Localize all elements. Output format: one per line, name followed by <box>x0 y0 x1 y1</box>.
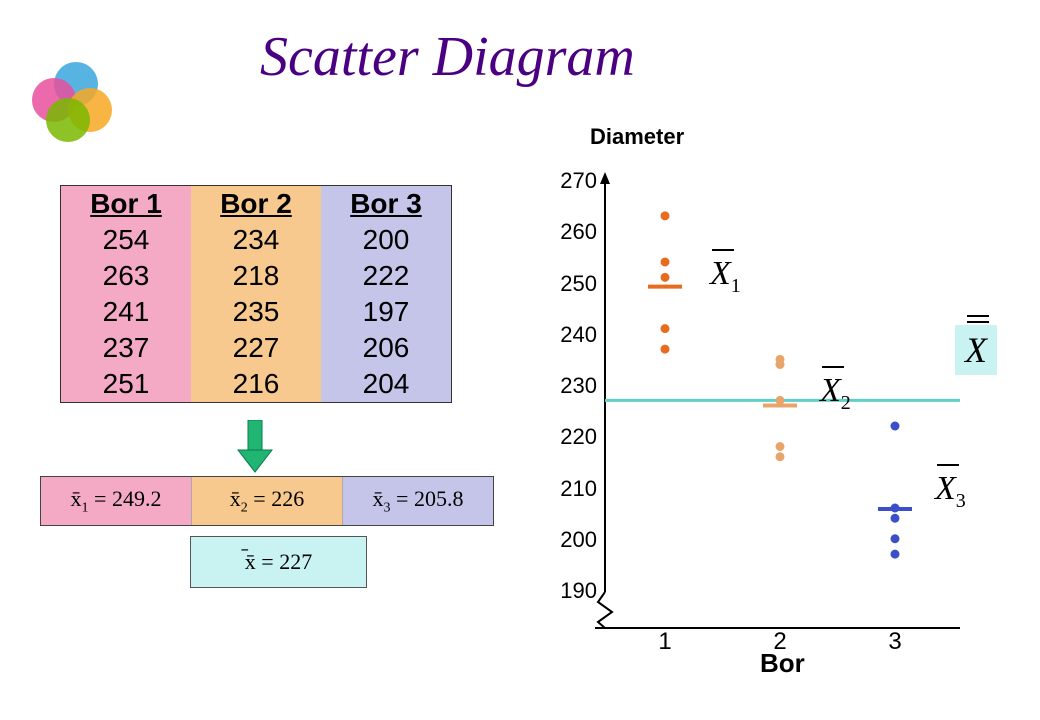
y-tick-label: 260 <box>552 219 597 245</box>
chart-svg <box>550 150 1010 660</box>
mean-label: x̄1 = 249.2 <box>71 486 162 516</box>
series-mean-label: X1 <box>710 255 741 298</box>
logo-circles <box>30 60 130 155</box>
cell: 197 <box>321 294 451 330</box>
data-column-3: Bor 3 200 222 197 206 204 <box>321 186 451 402</box>
column-header: Bor 1 <box>61 186 191 222</box>
cell: 235 <box>191 294 321 330</box>
data-column-1: Bor 1 254 263 241 237 251 <box>61 186 191 402</box>
cell: 241 <box>61 294 191 330</box>
cell: 204 <box>321 366 451 402</box>
cell: 251 <box>61 366 191 402</box>
cell: 206 <box>321 330 451 366</box>
mean-box-3: x̄3 = 205.8 <box>343 477 493 525</box>
mean-row: x̄1 = 249.2 x̄2 = 226 x̄3 = 205.8 <box>40 476 494 526</box>
cell: 263 <box>61 258 191 294</box>
cell: 234 <box>191 222 321 258</box>
grand-mean-box: x̄̄ = 227 <box>190 536 367 588</box>
y-tick-label: 240 <box>552 322 597 348</box>
series-mean-label: X3 <box>935 470 966 513</box>
mean-label: x̄3 = 205.8 <box>373 486 464 516</box>
cell: 237 <box>61 330 191 366</box>
y-tick-label: 210 <box>552 476 597 502</box>
cell: 216 <box>191 366 321 402</box>
scatter-chart: Diameter Bor 270260250240230220210200190… <box>550 150 1010 660</box>
y-tick-label: 190 <box>552 578 597 604</box>
data-table: Bor 1 254 263 241 237 251 Bor 2 234 218 … <box>60 185 452 403</box>
x-tick-label: 2 <box>765 628 795 656</box>
y-tick-label: 200 <box>552 527 597 553</box>
cell: 254 <box>61 222 191 258</box>
series-mean-label: X2 <box>820 372 851 415</box>
grand-xbar-symbol: X <box>955 325 997 375</box>
cell: 222 <box>321 258 451 294</box>
page-title: Scatter Diagram <box>260 25 635 89</box>
y-tick-label: 270 <box>552 168 597 194</box>
mean-label: x̄2 = 226 <box>230 486 304 516</box>
grand-mean-label: x̄̄ = 227 <box>245 549 312 575</box>
y-axis-title: Diameter <box>590 124 684 150</box>
y-tick-label: 220 <box>552 424 597 450</box>
y-tick-label: 250 <box>552 271 597 297</box>
cell: 200 <box>321 222 451 258</box>
mean-box-2: x̄2 = 226 <box>192 477 343 525</box>
column-header: Bor 2 <box>191 186 321 222</box>
x-tick-label: 3 <box>880 628 910 656</box>
x-tick-label: 1 <box>650 628 680 656</box>
y-tick-label: 230 <box>552 373 597 399</box>
column-header: Bor 3 <box>321 186 451 222</box>
cell: 227 <box>191 330 321 366</box>
data-column-2: Bor 2 234 218 235 227 216 <box>191 186 321 402</box>
cell: 218 <box>191 258 321 294</box>
mean-box-1: x̄1 = 249.2 <box>41 477 192 525</box>
down-arrow-icon <box>235 420 275 480</box>
